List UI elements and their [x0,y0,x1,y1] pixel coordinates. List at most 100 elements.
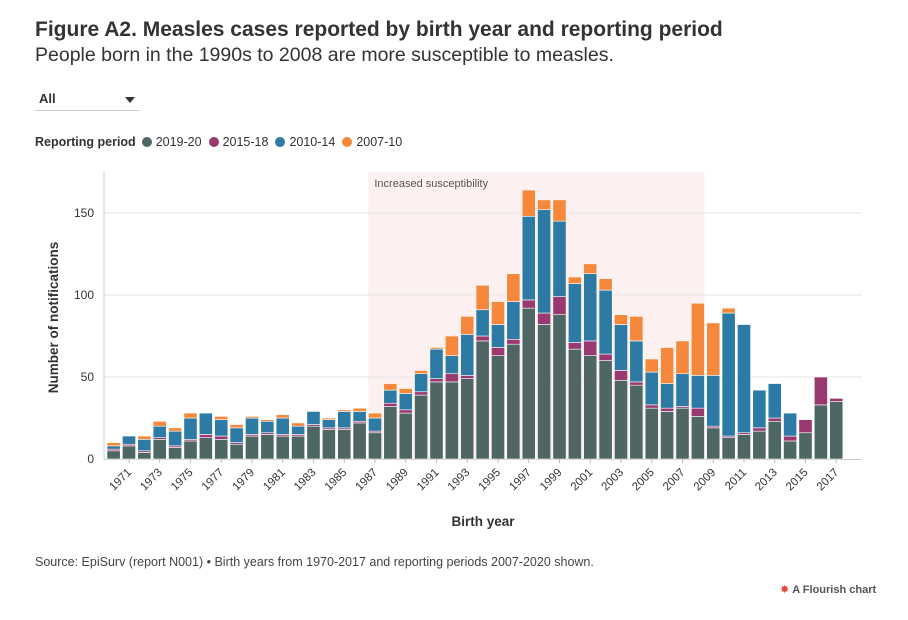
bar-segment-1981-2007-10 [275,414,290,419]
bar-segment-1997-2010-14 [521,215,536,301]
bar-segment-2006-2019-20 [660,411,675,460]
bar-segment-1979-2019-20 [245,435,259,460]
highlight-label: Increased susceptibility [374,178,488,190]
bar-segment-2009-2007-10 [706,322,721,376]
bar-segment-1996-2015-18 [506,338,521,345]
x-tick-label: 1983 [292,467,319,494]
bar-segment-1995-2007-10 [491,301,505,325]
bar-segment-1995-2019-20 [491,355,505,460]
bar-segment-1989-2007-10 [398,388,413,394]
bar-segment-2017-2019-20 [829,401,844,460]
bar-segment-2007-2007-10 [675,340,690,375]
x-tick-label: 1975 [169,467,196,494]
legend-item-2007-10[interactable]: 2007-10 [342,135,402,149]
bar-segment-1998-2007-10 [537,199,552,211]
bar-segment-1987-2019-20 [368,432,382,460]
bar-segment-1980-2019-20 [260,434,275,460]
bar-segment-2000-2015-18 [567,342,582,350]
bar-segment-1975-2007-10 [183,412,198,419]
y-tick-label: 100 [74,288,94,302]
bar-segment-1983-2019-20 [306,425,321,460]
bar-segment-1970-2019-20 [106,450,121,460]
bar-segment-2005-2007-10 [644,358,659,373]
bar-segment-2008-2015-18 [690,407,705,417]
x-axis-title: Birth year [451,514,515,529]
bar-segment-2005-2019-20 [644,407,659,460]
flourish-credit-link[interactable]: ✸ A Flourish chart [780,583,876,596]
bar-segment-2009-2010-14 [706,375,721,427]
x-tick-label: 2013 [753,467,780,494]
bar-segment-1991-2015-18 [429,378,444,383]
bar-segment-1996-2010-14 [506,301,521,340]
bar-segment-1997-2007-10 [521,189,536,217]
bar-segment-1989-2015-18 [398,409,413,414]
bar-segment-1998-2010-14 [537,209,552,314]
bar-segment-1986-2007-10 [352,407,367,412]
bar-segment-2011-2019-20 [737,434,751,460]
bar-segment-1972-2019-20 [137,452,152,460]
bar-segment-2012-2019-20 [752,430,767,460]
bar-segment-1988-2007-10 [383,383,398,391]
bar-segment-1981-2019-20 [275,435,290,460]
bar-segment-1972-2010-14 [137,439,152,452]
bar-segment-1980-2007-10 [260,419,275,422]
x-tick-label: 1989 [384,467,411,494]
bar-segment-2007-2010-14 [675,373,690,407]
bar-segment-1994-2019-20 [475,340,490,460]
bar-segment-1980-2010-14 [260,420,275,434]
bar-segment-2001-2010-14 [583,273,598,342]
x-tick-label: 2017 [815,467,842,494]
flourish-logo-icon: ✸ [780,584,790,596]
legend-label: 2007-10 [356,135,403,149]
bar-segment-1986-2019-20 [352,422,367,460]
bar-segment-1999-2015-18 [552,296,567,315]
bar-segment-1996-2007-10 [506,273,521,302]
bar-segment-1985-2007-10 [337,409,352,412]
bar-segment-2004-2010-14 [629,340,644,383]
bar-segment-1974-2007-10 [168,427,183,432]
legend-item-2010-14[interactable]: 2010-14 [275,135,335,149]
x-tick-label: 1991 [415,467,442,494]
x-tick-label: 1977 [200,467,227,494]
bar-segment-2008-2007-10 [690,302,705,376]
legend-item-2015-18[interactable]: 2015-18 [208,135,268,149]
bar-segment-1990-2019-20 [414,394,429,460]
bar-segment-2000-2007-10 [567,276,582,284]
legend-item-2019-20[interactable]: 2019-20 [141,135,202,149]
bar-segment-1994-2010-14 [475,309,490,337]
x-tick-label: 2003 [600,467,627,494]
bar-segment-1989-2010-14 [398,393,413,411]
bar-segment-1995-2010-14 [491,324,505,348]
bar-segment-1972-2007-10 [137,435,152,440]
bar-segment-2004-2019-20 [629,384,644,460]
x-tick-label: 2001 [569,467,596,494]
bar-segment-2000-2010-14 [567,283,582,343]
bar-segment-2013-2010-14 [767,383,782,419]
bar-segment-1998-2019-20 [537,324,552,460]
bar-segment-1992-2007-10 [444,335,459,356]
bar-segment-1992-2015-18 [444,373,459,383]
filter-dropdown[interactable]: All [35,88,140,111]
bar-segment-1971-2019-20 [122,445,136,460]
bar-segment-2016-2015-18 [813,376,828,406]
x-tick-label: 2015 [784,467,811,494]
x-tick-label: 2005 [630,467,657,494]
bar-segment-2005-2010-14 [644,371,659,406]
bar-segment-1994-2015-18 [475,335,490,342]
bar-segment-1989-2019-20 [398,412,413,460]
bar-segment-2015-2019-20 [798,432,813,460]
bar-segment-2003-2015-18 [614,370,628,381]
bar-segment-1986-2010-14 [352,411,367,422]
legend: Reporting period 2019-20 2015-18 2010-14… [35,135,409,149]
bar-segment-1975-2010-14 [183,417,198,440]
bar-segment-1978-2007-10 [229,424,244,429]
x-tick-label: 1999 [538,467,565,494]
bar-segment-1970-2007-10 [106,442,121,447]
bar-segment-2007-2019-20 [675,407,690,460]
x-tick-label: 1973 [138,467,165,494]
bar-segment-1977-2019-20 [214,439,229,460]
y-tick-label: 150 [74,206,94,220]
chart-title: Figure A2. Measles cases reported by bir… [35,18,723,41]
bar-segment-1993-2015-18 [460,375,475,379]
